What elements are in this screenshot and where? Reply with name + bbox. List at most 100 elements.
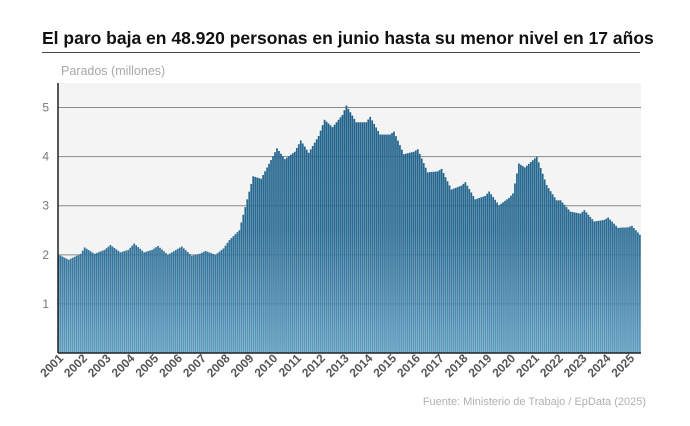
x-tick-label: 2006 bbox=[156, 351, 185, 380]
bar bbox=[593, 221, 596, 353]
x-tick-label: 2023 bbox=[561, 351, 590, 380]
bar bbox=[113, 247, 116, 353]
bar bbox=[117, 250, 120, 353]
bar bbox=[274, 152, 276, 353]
bar bbox=[422, 163, 425, 353]
bar bbox=[232, 236, 235, 353]
x-tick-label: 2019 bbox=[466, 351, 495, 380]
bar bbox=[527, 163, 530, 353]
bar bbox=[613, 223, 615, 353]
y-tick-label: 4 bbox=[42, 150, 49, 164]
bar bbox=[405, 153, 407, 353]
bar bbox=[637, 232, 639, 353]
bar bbox=[254, 176, 257, 353]
bar bbox=[456, 187, 459, 353]
bar bbox=[194, 254, 197, 353]
x-tick-label: 2003 bbox=[85, 351, 114, 380]
bar bbox=[353, 118, 356, 354]
bar bbox=[295, 147, 298, 353]
bar bbox=[408, 152, 411, 353]
bar bbox=[337, 119, 340, 353]
bar bbox=[458, 186, 461, 353]
bar bbox=[121, 251, 124, 353]
bar bbox=[244, 207, 247, 353]
bar bbox=[367, 119, 370, 353]
bar bbox=[633, 228, 635, 353]
bar bbox=[472, 195, 475, 353]
bar bbox=[397, 140, 399, 353]
bar bbox=[420, 158, 423, 353]
bar bbox=[627, 227, 629, 353]
bar bbox=[119, 252, 122, 353]
bar bbox=[202, 251, 205, 353]
bar bbox=[448, 185, 451, 353]
bar bbox=[508, 197, 510, 353]
bar bbox=[286, 157, 288, 353]
bar bbox=[137, 247, 140, 353]
bar bbox=[303, 146, 306, 353]
bar bbox=[163, 251, 165, 353]
bar bbox=[284, 159, 286, 353]
bar bbox=[575, 212, 578, 353]
bar bbox=[127, 249, 130, 353]
bar bbox=[107, 246, 110, 353]
bar bbox=[321, 125, 324, 353]
bar bbox=[180, 246, 183, 353]
bar bbox=[272, 156, 274, 353]
bar bbox=[599, 220, 602, 353]
bar bbox=[635, 230, 637, 353]
bar bbox=[480, 197, 483, 353]
bar bbox=[454, 187, 457, 353]
bar bbox=[276, 148, 278, 353]
bar bbox=[466, 185, 469, 353]
bar bbox=[561, 202, 564, 353]
bar bbox=[101, 250, 104, 353]
bar bbox=[537, 162, 540, 353]
x-tick-label: 2017 bbox=[418, 351, 447, 380]
x-tick-label: 2009 bbox=[228, 351, 257, 380]
bar bbox=[73, 256, 76, 353]
bar bbox=[379, 134, 381, 353]
bar bbox=[123, 251, 126, 353]
bar bbox=[416, 149, 419, 353]
bar bbox=[61, 256, 64, 353]
title-divider bbox=[42, 52, 640, 53]
bar bbox=[125, 250, 128, 353]
bar bbox=[264, 171, 266, 353]
bar bbox=[169, 253, 171, 353]
bar bbox=[365, 122, 368, 354]
bar bbox=[89, 251, 92, 353]
bar bbox=[218, 251, 221, 353]
bar bbox=[615, 225, 617, 353]
bar bbox=[371, 120, 374, 353]
bar bbox=[216, 253, 219, 353]
bar bbox=[133, 243, 136, 353]
bar bbox=[178, 247, 181, 353]
bar bbox=[428, 172, 431, 353]
bar bbox=[476, 198, 479, 353]
bar bbox=[623, 227, 625, 353]
bar bbox=[131, 245, 134, 353]
bar bbox=[149, 250, 151, 353]
bar bbox=[58, 254, 60, 353]
bar bbox=[270, 160, 272, 353]
bar bbox=[248, 191, 251, 353]
bar bbox=[196, 254, 199, 353]
bar bbox=[361, 122, 364, 354]
bar bbox=[619, 227, 621, 353]
bar bbox=[488, 191, 491, 353]
bar bbox=[290, 154, 292, 353]
bar bbox=[224, 245, 227, 353]
bar bbox=[401, 149, 403, 353]
bar bbox=[498, 205, 500, 353]
bar bbox=[601, 220, 604, 353]
bar bbox=[385, 134, 387, 353]
bar bbox=[557, 200, 560, 353]
bar bbox=[313, 142, 316, 353]
bar bbox=[260, 178, 262, 353]
bars-group bbox=[58, 105, 641, 354]
bar bbox=[210, 253, 213, 353]
bar bbox=[307, 152, 310, 353]
bar bbox=[496, 202, 498, 353]
bar bbox=[151, 249, 153, 353]
